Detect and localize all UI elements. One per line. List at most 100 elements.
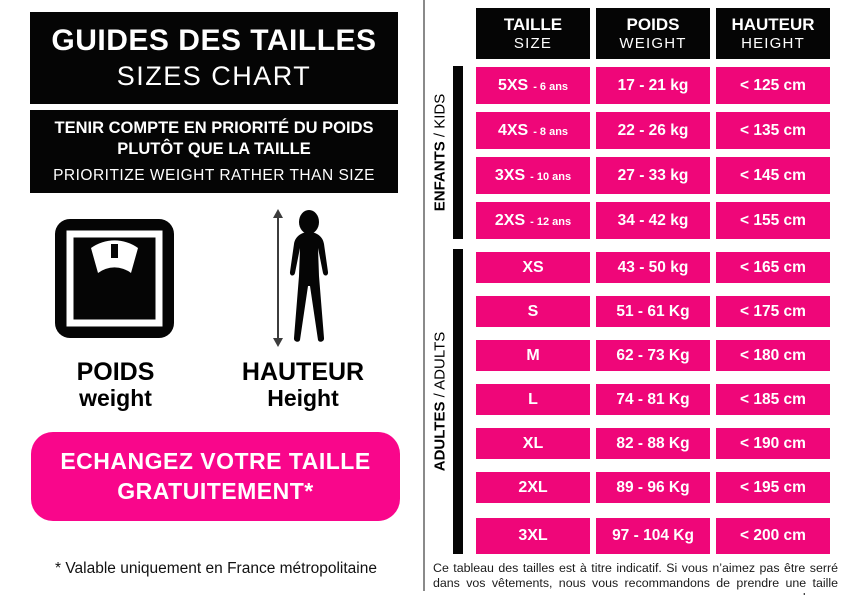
column-header-size: TAILLE SIZE [476, 8, 590, 59]
size-cell: 2XS - 12 ans [476, 202, 590, 239]
kids-label-sep: / [431, 128, 449, 142]
table-row: M 62 - 73 Kg < 180 cm [476, 340, 830, 371]
size-value: 2XS [494, 211, 526, 229]
size-cell: 3XS - 10 ans [476, 157, 590, 194]
table-row: 3XL 97 - 104 Kg < 200 cm [476, 518, 830, 554]
size-age: - 10 ans [530, 170, 572, 183]
table-row: XL 82 - 88 Kg < 190 cm [476, 428, 830, 459]
size-cell: 2XL [476, 472, 590, 503]
poids-label: POIDS [76, 358, 155, 386]
size-cell: XS [476, 252, 590, 283]
size-cell: 3XL [476, 518, 590, 554]
height-cell: < 190 cm [716, 428, 830, 459]
weight-cell: 97 - 104 Kg [596, 518, 710, 554]
header-poids: POIDS [626, 15, 680, 35]
height-cell: < 175 cm [716, 296, 830, 327]
height-cell: < 195 cm [716, 472, 830, 503]
size-value: L [528, 390, 538, 408]
size-value: 3XL [518, 527, 548, 544]
weight-label: weight [79, 385, 152, 411]
size-cell: M [476, 340, 590, 371]
header-hauteur: HAUTEUR [731, 15, 815, 35]
person-silhouette-icon [289, 210, 329, 342]
size-age: - 8 ans [533, 125, 569, 138]
table-disclaimer: Ce tableau des tailles est à titre indic… [433, 561, 838, 595]
size-value: M [526, 346, 540, 364]
adults-label-sep: / [431, 389, 449, 402]
weight-cell: 82 - 88 Kg [596, 428, 710, 459]
size-cell: 5XS - 6 ans [476, 67, 590, 104]
height-cell: < 135 cm [716, 112, 830, 149]
exchange-size-banner[interactable]: ECHANGEZ VOTRE TAILLE GRATUITEMENT* [31, 432, 400, 521]
title-en: SIZES CHART [116, 60, 312, 91]
group-label-kids: ENFANTS / KIDS [427, 66, 453, 239]
notice-fr-line1: TENIR COMPTE EN PRIORITÉ DU POIDS [54, 119, 374, 138]
priority-notice: TENIR COMPTE EN PRIORITÉ DU POIDS PLUTÔT… [30, 110, 398, 193]
table-row: L 74 - 81 Kg < 185 cm [476, 384, 830, 415]
table-row: XS 43 - 50 kg < 165 cm [476, 252, 830, 283]
size-value: S [527, 302, 539, 320]
header-taille: TAILLE [503, 15, 563, 35]
table-row: 5XS - 6 ans 17 - 21 kg < 125 cm [476, 67, 830, 104]
header-size: SIZE [513, 34, 553, 52]
column-header-weight: POIDS WEIGHT [596, 8, 710, 59]
height-cell: < 185 cm [716, 384, 830, 415]
height-label-group: HAUTEUR Height [233, 358, 373, 412]
height-cell: < 180 cm [716, 340, 830, 371]
table-row: 3XS - 10 ans 27 - 33 kg < 145 cm [476, 157, 830, 194]
weight-cell: 34 - 42 kg [596, 202, 710, 239]
weight-cell: 43 - 50 kg [596, 252, 710, 283]
exchange-line2: GRATUITEMENT* [117, 477, 314, 504]
table-header-row: TAILLE SIZE POIDS WEIGHT HAUTEUR HEIGHT [476, 8, 830, 59]
header-weight: WEIGHT [619, 34, 687, 52]
size-value: 2XL [518, 478, 548, 496]
kids-section-bar [453, 66, 463, 239]
size-value: 5XS [497, 76, 529, 94]
table-row: 2XS - 12 ans 34 - 42 kg < 155 cm [476, 202, 830, 239]
size-cell: 4XS - 8 ans [476, 112, 590, 149]
hauteur-label: HAUTEUR [241, 358, 365, 386]
table-row: 2XL 89 - 96 Kg < 195 cm [476, 472, 830, 503]
weight-label-group: POIDS weight [43, 358, 188, 412]
notice-fr-line2: PLUTÔT QUE LA TAILLE [117, 140, 311, 158]
column-header-height: HAUTEUR HEIGHT [716, 8, 830, 59]
table-row: 4XS - 8 ans 22 - 26 kg < 135 cm [476, 112, 830, 149]
kids-label-en: KIDS [431, 93, 449, 129]
weight-cell: 74 - 81 Kg [596, 384, 710, 415]
height-cell: < 165 cm [716, 252, 830, 283]
size-age: - 12 ans [530, 215, 572, 228]
footnote: * Valable uniquement en France métropoli… [55, 560, 377, 577]
weight-cell: 89 - 96 Kg [596, 472, 710, 503]
exchange-line1: ECHANGEZ VOTRE TAILLE [60, 448, 371, 475]
measure-arrow-icon [273, 209, 283, 347]
size-cell: XL [476, 428, 590, 459]
size-age: - 6 ans [533, 80, 569, 93]
weight-cell: 62 - 73 Kg [596, 340, 710, 371]
weight-cell: 17 - 21 kg [596, 67, 710, 104]
size-value: 4XS [497, 121, 529, 139]
size-cell: S [476, 296, 590, 327]
height-figure-icon [273, 209, 329, 347]
weight-cell: 51 - 61 Kg [596, 296, 710, 327]
size-cell: L [476, 384, 590, 415]
adults-label-en: ADULTS [431, 331, 449, 390]
title-banner: GUIDES DES TAILLES SIZES CHART [30, 12, 398, 104]
section-divider [423, 0, 425, 591]
weight-scale-icon [55, 219, 174, 338]
weight-cell: 27 - 33 kg [596, 157, 710, 194]
size-value: XL [522, 434, 544, 452]
header-height: HEIGHT [741, 34, 805, 52]
adults-section-bar [453, 249, 463, 554]
height-label: Height [267, 385, 339, 411]
title-fr: GUIDES DES TAILLES [51, 24, 377, 58]
height-cell: < 155 cm [716, 202, 830, 239]
group-label-adults: ADULTES / ADULTS [427, 249, 453, 554]
notice-en: PRIORITIZE WEIGHT RATHER THAN SIZE [53, 166, 375, 184]
adults-label-fr: ADULTES [431, 401, 449, 472]
table-row: S 51 - 61 Kg < 175 cm [476, 296, 830, 327]
size-value: XS [522, 258, 544, 276]
height-cell: < 145 cm [716, 157, 830, 194]
height-cell: < 200 cm [716, 518, 830, 554]
height-cell: < 125 cm [716, 67, 830, 104]
